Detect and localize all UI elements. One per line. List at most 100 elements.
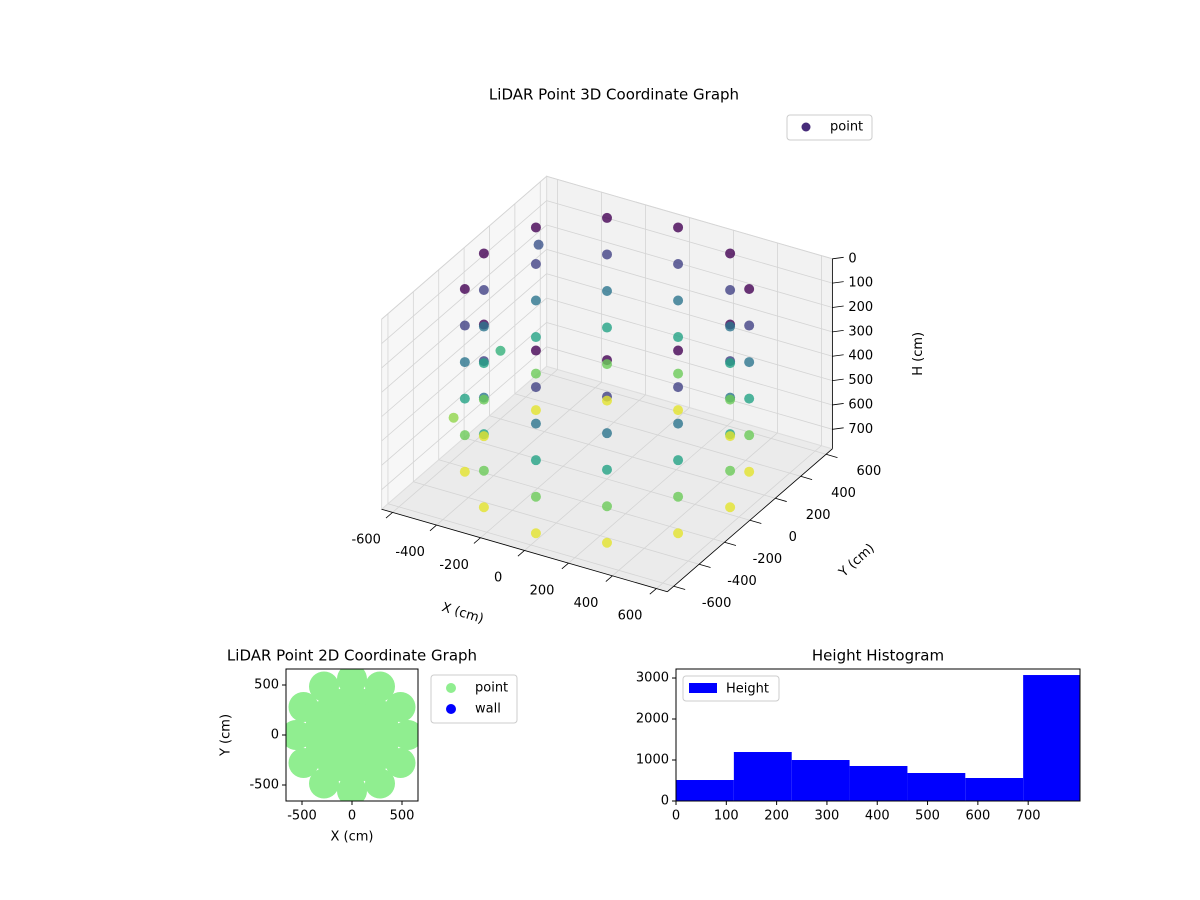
z-tick-label: 100 xyxy=(848,276,873,291)
y-tick-label: 0 xyxy=(271,728,279,743)
grid-line xyxy=(546,248,833,333)
tick-mark xyxy=(825,453,838,458)
x-tick-label: -200 xyxy=(439,558,469,573)
point xyxy=(478,358,489,369)
point xyxy=(673,222,684,233)
point xyxy=(530,368,541,379)
tick-mark xyxy=(832,427,844,430)
y-tick-label: 500 xyxy=(254,678,279,693)
y-tick-label: 1000 xyxy=(636,753,669,768)
x-tick-label: 600 xyxy=(965,809,990,824)
tick-mark xyxy=(517,550,525,557)
point xyxy=(744,357,755,368)
point xyxy=(673,528,684,539)
z-tick-label: 500 xyxy=(848,373,873,388)
point xyxy=(530,491,541,502)
x-tick-label: 0 xyxy=(494,571,502,586)
bar xyxy=(1023,675,1080,801)
grid-line xyxy=(546,200,833,284)
point xyxy=(530,222,541,233)
point xyxy=(744,393,755,404)
y-tick-label: 600 xyxy=(857,464,882,479)
point xyxy=(459,393,470,404)
legend-label: wall xyxy=(475,702,501,717)
tick-mark xyxy=(832,256,844,260)
point xyxy=(601,428,612,439)
grid-line xyxy=(489,415,776,499)
x-tick-label: 400 xyxy=(865,809,890,824)
grid-line xyxy=(381,176,547,320)
point xyxy=(459,320,470,331)
grid-line xyxy=(546,175,833,260)
bar xyxy=(676,780,734,801)
grid-line xyxy=(546,346,833,430)
axes-frame xyxy=(675,668,1081,802)
point xyxy=(602,359,613,370)
point xyxy=(337,720,367,750)
grid-line xyxy=(381,346,547,491)
point xyxy=(530,345,541,356)
tick-mark xyxy=(429,524,437,532)
point xyxy=(530,382,541,393)
point xyxy=(530,295,541,306)
chart-title: LiDAR Point 2D Coordinate Graph xyxy=(227,647,477,665)
point xyxy=(725,248,736,259)
point xyxy=(725,502,736,513)
tick-mark xyxy=(724,541,737,546)
x-tick-label: 100 xyxy=(714,809,739,824)
point xyxy=(673,368,684,379)
axis-line xyxy=(667,448,833,592)
x-tick-label: 700 xyxy=(1016,809,1041,824)
point xyxy=(530,258,541,269)
tick-mark xyxy=(385,512,393,519)
grid-line xyxy=(381,224,547,369)
point xyxy=(459,466,470,477)
x-tick-label: -600 xyxy=(351,532,381,547)
legend-marker xyxy=(689,683,717,693)
point xyxy=(495,345,506,356)
y-tick-label: 3000 xyxy=(636,671,669,686)
y-axis-label: Y (cm) xyxy=(836,541,878,581)
x-tick-label: -500 xyxy=(287,809,317,824)
x-tick-label: 300 xyxy=(815,809,840,824)
point xyxy=(459,283,470,294)
grid-line xyxy=(381,273,547,417)
x-tick-label: 500 xyxy=(390,809,415,824)
y-tick-label: 0 xyxy=(789,530,797,545)
tick-mark xyxy=(775,497,787,502)
chart-title: LiDAR Point 3D Coordinate Graph xyxy=(489,86,739,104)
point xyxy=(530,332,541,343)
chart-title: Height Histogram xyxy=(812,647,944,665)
point xyxy=(725,284,736,295)
tick-mark xyxy=(832,378,844,381)
point xyxy=(478,394,489,405)
x-tick-label: 200 xyxy=(764,809,789,824)
bar xyxy=(849,765,908,801)
point xyxy=(725,394,736,405)
point xyxy=(673,382,684,393)
z-axis-label: H (cm) xyxy=(911,332,926,376)
z-tick-label: 400 xyxy=(848,349,873,364)
point xyxy=(673,491,684,502)
grid-line xyxy=(546,224,833,308)
plot-area xyxy=(286,669,418,801)
legend-label: point xyxy=(475,681,508,696)
grid-line xyxy=(381,297,547,442)
point xyxy=(478,431,489,442)
bar xyxy=(907,773,966,801)
tick-mark xyxy=(832,281,844,284)
legend-box xyxy=(682,675,780,702)
grid-line xyxy=(387,503,674,587)
grid-line xyxy=(413,481,700,565)
point xyxy=(459,357,470,368)
grid-line xyxy=(514,393,801,477)
point xyxy=(601,501,612,512)
legend-marker xyxy=(801,122,811,132)
grid-line xyxy=(540,371,827,455)
z-tick-label: 300 xyxy=(848,324,873,339)
y-tick-label: 400 xyxy=(831,486,856,501)
point xyxy=(530,418,541,429)
point xyxy=(478,248,489,259)
point xyxy=(602,249,613,260)
